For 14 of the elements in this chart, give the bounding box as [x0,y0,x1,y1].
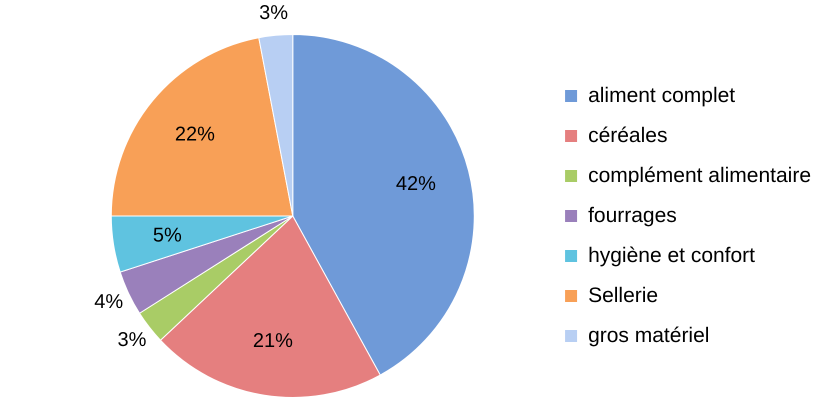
data-label: 5% [152,224,182,246]
data-label: 21% [252,330,294,352]
legend-label: fourrages [588,204,677,227]
legend-label: céréales [588,124,668,147]
legend-label: aliment complet [588,84,736,107]
data-label: 4% [94,291,124,314]
data-label: 3% [259,2,288,24]
legend-label: complément alimentaire [588,164,812,187]
data-label: 42% [396,172,436,195]
legend-label: gros matériel [588,324,710,347]
legend-label: Sellerie [588,284,658,307]
data-label: 3% [118,329,147,352]
data-label: 22% [174,124,216,146]
legend-label: hygiène et confort [588,244,756,267]
